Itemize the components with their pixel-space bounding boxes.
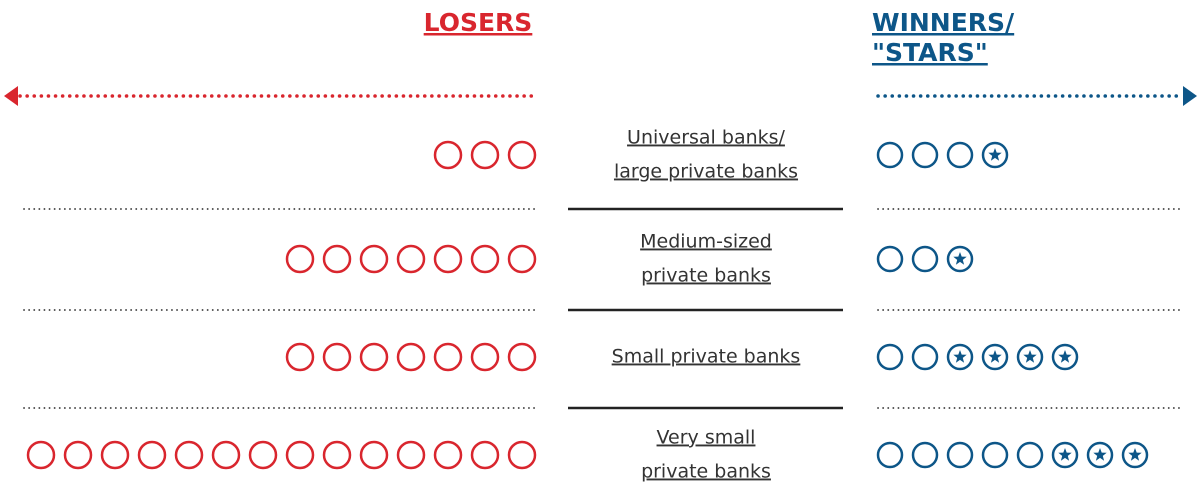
loser-icon bbox=[396, 440, 426, 470]
loser-icon bbox=[100, 440, 130, 470]
winners-arrowhead bbox=[1183, 86, 1197, 106]
winner-icon bbox=[981, 441, 1009, 469]
loser-icon bbox=[507, 140, 537, 170]
star-icon bbox=[1016, 343, 1044, 371]
star-icon bbox=[946, 343, 974, 371]
loser-icon bbox=[470, 440, 500, 470]
loser-icon bbox=[359, 440, 389, 470]
star-icon bbox=[1051, 441, 1079, 469]
winner-icon bbox=[911, 245, 939, 273]
star-shape bbox=[988, 148, 1002, 161]
star-icon bbox=[1121, 441, 1149, 469]
winners-header: WINNERS/ bbox=[872, 8, 1015, 37]
star-shape bbox=[953, 350, 967, 363]
loser-icon bbox=[137, 440, 167, 470]
loser-icon bbox=[285, 342, 315, 372]
category-label: private banks bbox=[641, 265, 771, 287]
winner-icon bbox=[911, 343, 939, 371]
star-icon bbox=[981, 141, 1009, 169]
star-shape bbox=[1093, 448, 1107, 461]
winner-icon bbox=[876, 343, 904, 371]
star-icon bbox=[946, 245, 974, 273]
loser-icon bbox=[359, 342, 389, 372]
winner-icon bbox=[946, 141, 974, 169]
loser-icon bbox=[396, 244, 426, 274]
winner-icon bbox=[1016, 441, 1044, 469]
loser-icon bbox=[507, 342, 537, 372]
loser-icon bbox=[26, 440, 56, 470]
loser-icon bbox=[322, 342, 352, 372]
category-label: Very small bbox=[657, 427, 756, 449]
loser-icon bbox=[433, 140, 463, 170]
loser-icon bbox=[396, 342, 426, 372]
winner-icon bbox=[911, 441, 939, 469]
loser-icon bbox=[507, 244, 537, 274]
star-shape bbox=[953, 252, 967, 265]
loser-icon bbox=[470, 140, 500, 170]
loser-icon bbox=[507, 440, 537, 470]
winner-icon bbox=[876, 245, 904, 273]
loser-icon bbox=[433, 440, 463, 470]
category-label: Small private banks bbox=[612, 346, 801, 368]
loser-icon bbox=[248, 440, 278, 470]
loser-icon bbox=[433, 244, 463, 274]
winners-header: "STARS" bbox=[872, 38, 988, 67]
loser-icon bbox=[211, 440, 241, 470]
loser-icon bbox=[470, 244, 500, 274]
star-icon bbox=[1051, 343, 1079, 371]
winner-icon bbox=[946, 441, 974, 469]
star-shape bbox=[1023, 350, 1037, 363]
loser-icon bbox=[174, 440, 204, 470]
category-label: Universal banks/ bbox=[627, 127, 785, 149]
star-shape bbox=[1058, 350, 1072, 363]
winner-icon bbox=[876, 141, 904, 169]
losers-arrowhead bbox=[4, 86, 18, 106]
star-shape bbox=[1058, 448, 1072, 461]
losers-header: LOSERS bbox=[424, 8, 533, 37]
category-label: large private banks bbox=[614, 161, 798, 183]
loser-icon bbox=[433, 342, 463, 372]
loser-icon bbox=[63, 440, 93, 470]
loser-icon bbox=[285, 244, 315, 274]
loser-icon bbox=[359, 244, 389, 274]
winner-icon bbox=[911, 141, 939, 169]
category-label: Medium-sized bbox=[640, 231, 772, 253]
star-shape bbox=[1128, 448, 1142, 461]
loser-icon bbox=[322, 440, 352, 470]
winner-icon bbox=[876, 441, 904, 469]
category-label: private banks bbox=[641, 461, 771, 483]
loser-icon bbox=[470, 342, 500, 372]
loser-icon bbox=[285, 440, 315, 470]
star-icon bbox=[1086, 441, 1114, 469]
star-icon bbox=[981, 343, 1009, 371]
loser-icon bbox=[322, 244, 352, 274]
star-shape bbox=[988, 350, 1002, 363]
